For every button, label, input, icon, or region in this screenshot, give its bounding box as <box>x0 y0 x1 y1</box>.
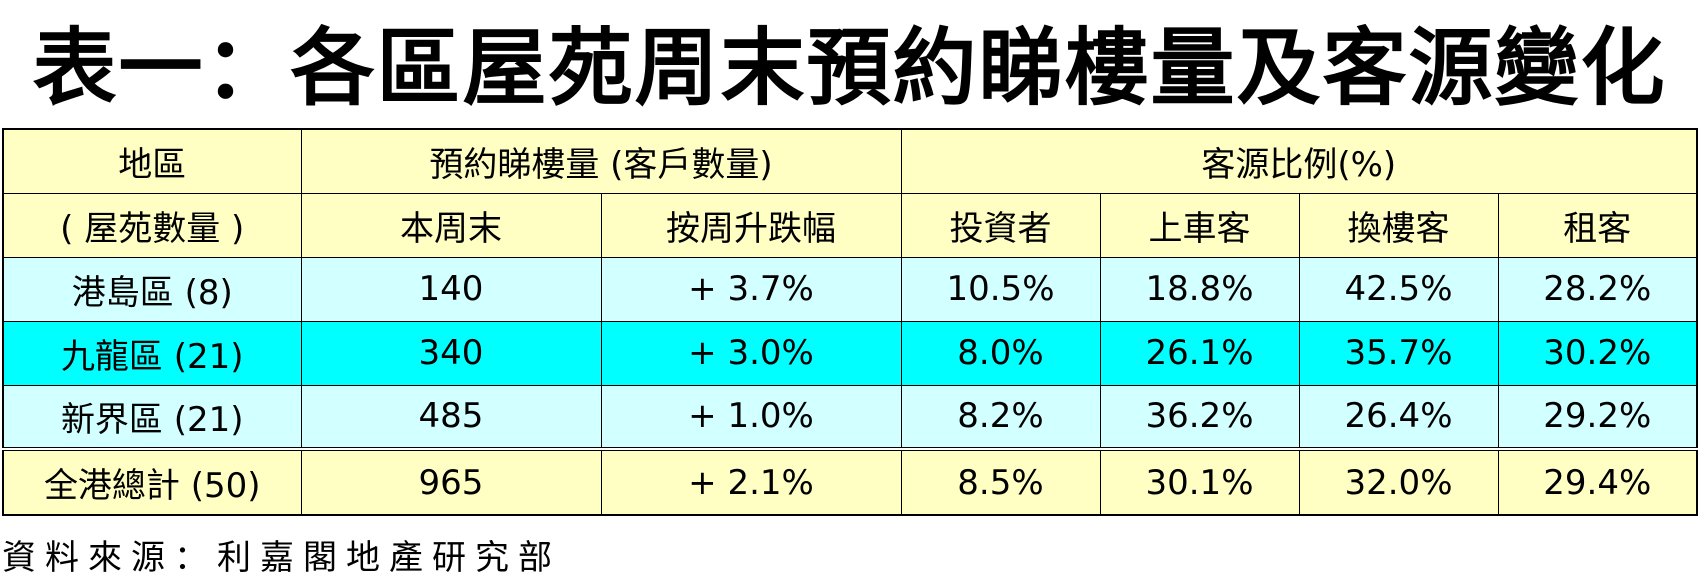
header-row-1: 地區 預約睇樓量 (客戶數量) 客源比例(%) <box>2 128 1698 194</box>
cell-this-weekend: 140 <box>300 256 602 322</box>
cell-region: 港島區 (8) <box>2 256 302 322</box>
cell-weekly-change: + 1.0% <box>600 384 902 450</box>
header-region-line1: 地區 <box>2 128 302 194</box>
header-investor: 投資者 <box>900 192 1101 258</box>
cell-investor: 8.2% <box>900 384 1101 450</box>
cell-upgrader: 42.5% <box>1298 256 1499 322</box>
header-first-buyer: 上車客 <box>1099 192 1300 258</box>
total-row: 全港總計 (50) 965 + 2.1% 8.5% 30.1% 32.0% 29… <box>2 447 1698 516</box>
cell-this-weekend: 485 <box>300 384 602 450</box>
data-table: 地區 預約睇樓量 (客戶數量) 客源比例(%) ( 屋苑數量 ) 本周末 按周升… <box>2 128 1699 516</box>
cell-first-buyer: 30.1% <box>1099 447 1300 516</box>
cell-upgrader: 26.4% <box>1298 384 1499 450</box>
cell-region: 新界區 (21) <box>2 384 302 450</box>
cell-tenant: 30.2% <box>1497 320 1698 386</box>
cell-investor: 8.0% <box>900 320 1101 386</box>
header-this-weekend: 本周末 <box>300 192 602 258</box>
header-weekly-change: 按周升跌幅 <box>600 192 902 258</box>
cell-investor: 10.5% <box>900 256 1101 322</box>
cell-weekly-change: + 2.1% <box>600 447 902 516</box>
cell-first-buyer: 26.1% <box>1099 320 1300 386</box>
cell-first-buyer: 18.8% <box>1099 256 1300 322</box>
cell-this-weekend: 340 <box>300 320 602 386</box>
header-booking-group: 預約睇樓量 (客戶數量) <box>300 128 902 194</box>
source-note: 資料來源：利嘉閣地產研究部 <box>2 538 561 578</box>
table-row: 九龍區 (21) 340 + 3.0% 8.0% 26.1% 35.7% 30.… <box>2 320 1698 386</box>
cell-tenant: 29.2% <box>1497 384 1698 450</box>
header-upgrader: 換樓客 <box>1298 192 1499 258</box>
cell-this-weekend: 965 <box>300 447 602 516</box>
cell-investor: 8.5% <box>900 447 1101 516</box>
cell-weekly-change: + 3.0% <box>600 320 902 386</box>
header-region-line2: ( 屋苑數量 ) <box>2 192 302 258</box>
header-tenant: 租客 <box>1497 192 1698 258</box>
cell-region: 全港總計 (50) <box>2 447 302 516</box>
table-row: 港島區 (8) 140 + 3.7% 10.5% 18.8% 42.5% 28.… <box>2 256 1698 322</box>
table-title: 表一：各區屋苑周末預約睇樓量及客源變化 <box>32 18 1667 117</box>
cell-region: 九龍區 (21) <box>2 320 302 386</box>
cell-first-buyer: 36.2% <box>1099 384 1300 450</box>
cell-upgrader: 32.0% <box>1298 447 1499 516</box>
table-row: 新界區 (21) 485 + 1.0% 8.2% 36.2% 26.4% 29.… <box>2 384 1698 450</box>
header-source-group: 客源比例(%) <box>900 128 1698 194</box>
cell-weekly-change: + 3.7% <box>600 256 902 322</box>
cell-upgrader: 35.7% <box>1298 320 1499 386</box>
cell-tenant: 28.2% <box>1497 256 1698 322</box>
header-row-2: ( 屋苑數量 ) 本周末 按周升跌幅 投資者 上車客 換樓客 租客 <box>2 192 1698 258</box>
cell-tenant: 29.4% <box>1497 447 1698 516</box>
